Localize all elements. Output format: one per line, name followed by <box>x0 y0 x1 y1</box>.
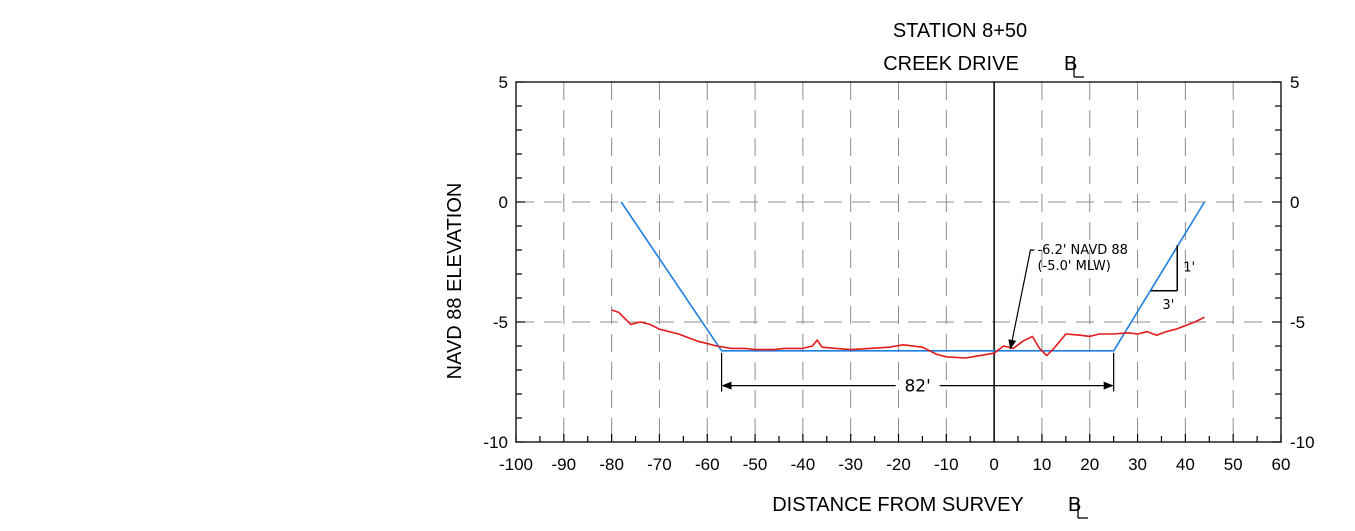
series <box>611 201 1206 359</box>
svg-text:B: B <box>1068 494 1081 516</box>
annotations: 82' -6.2' NAVD 88(-5.0' MLW) 1' 3' <box>720 243 1195 397</box>
y-tick-label-right: -5 <box>1290 313 1305 332</box>
x-tick-label: 60 <box>1272 455 1291 474</box>
axis-ticks <box>515 81 1282 443</box>
x-tick-label: -30 <box>838 455 863 474</box>
y-tick-label-right: 0 <box>1290 193 1299 212</box>
y-tick-label-right: 5 <box>1290 73 1299 92</box>
x-tick-label: -60 <box>695 455 720 474</box>
y-tick-label-left: -10 <box>483 433 508 452</box>
x-tick-label: -20 <box>886 455 911 474</box>
x-tick-label: -50 <box>743 455 768 474</box>
slope-rise-label: 1' <box>1183 261 1195 276</box>
x-tick-label: -80 <box>599 455 624 474</box>
slope-run-label: 3' <box>1162 298 1174 313</box>
y-tick-label-left: 0 <box>499 193 508 212</box>
chart-title-line2: CREEK DRIVE <box>883 53 1019 75</box>
x-tick-label: -90 <box>552 455 577 474</box>
x-tick-label: -40 <box>791 455 816 474</box>
y-tick-label-left: 5 <box>499 73 508 92</box>
plot-frame <box>515 81 1282 443</box>
depth-leader-arrow <box>1008 249 1035 350</box>
centerline-symbol-icon: B <box>1068 494 1088 519</box>
depth-label-navd: -6.2' NAVD 88 <box>1037 243 1127 258</box>
chart-title-line1: STATION 8+50 <box>893 20 1027 42</box>
tick-labels: -100 -90 -80 -70 -60 -50 -40 -30 -20 -10 0 10 20 30 40… <box>483 73 1314 474</box>
grid <box>516 82 1281 442</box>
depth-label-mlw: (-5.0' MLW) <box>1037 259 1110 274</box>
centerline-symbol-icon: B <box>1064 53 1084 78</box>
x-tick-label: -70 <box>647 455 672 474</box>
x-tick-label: 40 <box>1176 455 1195 474</box>
y-tick-label-left: -5 <box>493 313 508 332</box>
x-tick-label: 30 <box>1128 455 1147 474</box>
design-channel-line <box>620 201 1206 352</box>
svg-text:B: B <box>1064 53 1077 75</box>
width-label: 82' <box>904 377 930 397</box>
x-tick-label: -10 <box>934 455 959 474</box>
x-tick-label: -100 <box>499 455 533 474</box>
existing-ground-line <box>611 309 1205 359</box>
x-tick-label: 10 <box>1032 455 1051 474</box>
x-tick-label: 20 <box>1080 455 1099 474</box>
y-tick-label-right: -10 <box>1290 433 1315 452</box>
x-tick-label: 0 <box>989 455 998 474</box>
y-axis-label: NAVD 88 ELEVATION <box>444 183 466 380</box>
x-tick-label: 50 <box>1224 455 1243 474</box>
x-axis-label: DISTANCE FROM SURVEY <box>772 494 1024 516</box>
